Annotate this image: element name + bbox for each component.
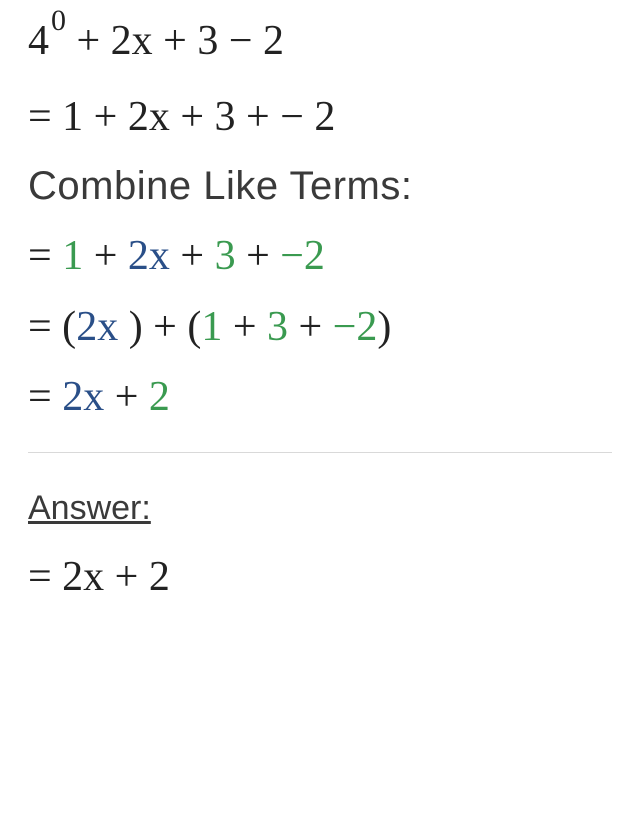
step-line-5: = 2x + 2	[28, 374, 612, 420]
combine-like-terms-heading: Combine Like Terms:	[28, 164, 612, 209]
l4-mid: ) + (	[118, 304, 201, 350]
l3-prefix: =	[28, 233, 62, 279]
answer-expr: = 2x + 2	[28, 554, 170, 600]
l4-suffix: )	[377, 304, 391, 350]
l3-op-2: +	[170, 233, 215, 279]
step-line-2: = 1 + 2x + 3 + − 2	[28, 94, 612, 140]
math-solution-page: 40 + 2x + 3 − 2 = 1 + 2x + 3 + − 2 Combi…	[0, 0, 640, 600]
step-line-1: 40 + 2x + 3 − 2	[28, 18, 612, 64]
l4-g2-neg2: −2	[333, 304, 378, 350]
step-line-4: = (2x ) + (1 + 3 + −2)	[28, 304, 612, 350]
section-divider	[28, 452, 612, 453]
l5-op: +	[104, 374, 149, 420]
l4-op-a: +	[222, 304, 267, 350]
l4-g2-3: 3	[267, 304, 288, 350]
exponent-0: 0	[51, 4, 66, 37]
l5-2x: 2x	[62, 374, 104, 420]
l4-prefix: = (	[28, 304, 76, 350]
l3-term-2x: 2x	[128, 233, 170, 279]
l5-2: 2	[149, 374, 170, 420]
answer-label: Answer:	[28, 489, 612, 528]
expr-2: = 1 + 2x + 3 + − 2	[28, 94, 335, 140]
l3-op-3: +	[236, 233, 281, 279]
l3-term-3: 3	[215, 233, 236, 279]
l5-prefix: =	[28, 374, 62, 420]
l4-op-b: +	[288, 304, 333, 350]
l3-op-1: +	[83, 233, 128, 279]
expr-rest-1: + 2x + 3 − 2	[66, 18, 284, 64]
l3-term-1: 1	[62, 233, 83, 279]
l4-group1-2x: 2x	[76, 304, 118, 350]
answer-line: = 2x + 2	[28, 554, 612, 600]
l3-term-neg2: −2	[280, 233, 325, 279]
l4-g2-1: 1	[201, 304, 222, 350]
step-line-3: = 1 + 2x + 3 + −2	[28, 233, 612, 279]
base-4: 4	[28, 18, 49, 64]
